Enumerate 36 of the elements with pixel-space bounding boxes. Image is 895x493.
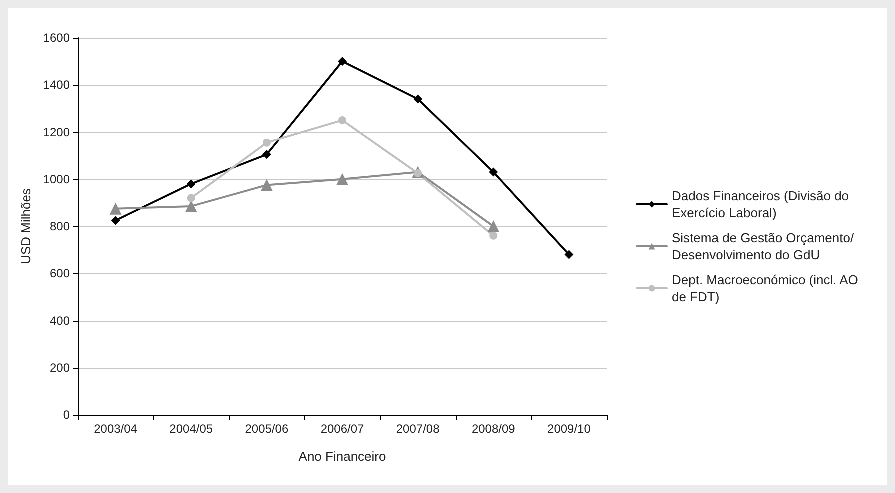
x-tick-label: 2004/05	[170, 422, 214, 436]
point	[186, 180, 196, 189]
y-tick-label: 400	[50, 314, 70, 328]
x-tick-label: 2003/04	[94, 422, 138, 436]
x-tick-label: 2009/10	[548, 422, 592, 436]
x-tick-label: 2005/06	[245, 422, 289, 436]
point	[111, 216, 120, 226]
point	[490, 232, 498, 240]
point	[336, 173, 348, 186]
y-tick-label: 1400	[43, 78, 70, 92]
y-tick-label: 1200	[43, 125, 70, 140]
legend-label: Dados Financeiros (Divisão do Exercício Laboral)	[672, 188, 853, 220]
point	[488, 220, 500, 232]
y-tick-label: 200	[50, 360, 70, 375]
y-tick-label: 1000	[43, 172, 70, 186]
x-tick-label: 2006/07	[320, 422, 365, 436]
point	[564, 250, 574, 260]
x-axis-title: Ano Financeiro	[298, 449, 386, 464]
x-tick-label: 2007/08	[396, 422, 440, 436]
point	[187, 194, 196, 202]
legend-label: Dept. Macroeconómico (incl. AO de FDT)	[672, 272, 862, 304]
legend-label: Sistema de Gestão Orçamento/ Desenvolvimento do GdU	[672, 230, 858, 262]
point	[338, 57, 347, 66]
y-axis-title: USD Milhões	[18, 188, 34, 264]
point	[260, 179, 273, 192]
y-tick-label: 600	[50, 266, 70, 281]
y-tick-label: 0	[63, 408, 70, 422]
point	[414, 94, 423, 104]
y-tick-label: 800	[50, 220, 70, 234]
point	[262, 138, 271, 147]
y-tick-label: 1600	[43, 31, 70, 45]
point	[338, 116, 346, 124]
point	[489, 168, 498, 177]
x-tick-label: 2008/09	[472, 422, 516, 436]
point	[110, 202, 122, 215]
point	[262, 150, 272, 160]
